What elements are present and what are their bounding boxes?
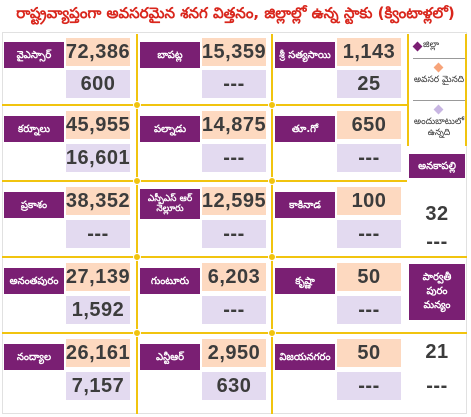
required-value: 27,139 [66,263,130,291]
divider-dot [133,101,141,109]
available-value: --- [409,372,465,400]
district-label: ఎస్పీఎస్ ఆర్ నెల్లూరు [140,189,200,219]
district-label: పల్నాడు [140,116,200,142]
divider-dot [268,177,276,185]
required-value: 50 [337,339,401,367]
available-value: --- [202,70,266,98]
district-label: బాపట్ల [140,42,200,68]
available-value: --- [337,144,401,172]
required-value: 15,359 [202,38,266,66]
required-value: 650 [337,111,401,139]
required-value: 14,875 [202,111,266,139]
available-value: --- [337,372,401,400]
district-label: విజయనగరం [275,344,335,370]
legend: జిల్లా అవసర మైనది అందుబాటులో ఉన్నది [407,34,467,146]
divider-dot [133,329,141,337]
divider-dot [268,329,276,337]
available-value: --- [337,220,401,248]
legend-available-label: అందుబాటులో ఉన్నది [413,117,465,138]
required-value: 72,386 [66,38,130,66]
district-label: ప్రకాశం [4,192,64,218]
district-label: వైఎస్సార్ [4,42,64,68]
available-value: 25 [337,70,401,98]
required-value: 38,352 [66,187,130,215]
required-value: 2,950 [202,339,266,367]
column-divider [271,34,273,414]
legend-required-label: అవసర మైనది [413,75,465,85]
divider-dot [268,101,276,109]
divider-dot [268,253,276,261]
district-label: నంద్యాల [4,344,64,370]
required-value: 45,955 [66,111,130,139]
column-divider [136,34,138,414]
row-divider [2,180,407,182]
required-value: 26,161 [66,339,130,367]
available-value: --- [202,220,266,248]
district-label: తూ.గో [275,116,335,142]
legend-separator [413,100,465,101]
district-label: అనంతపురం [4,268,64,294]
required-value: 50 [337,263,401,291]
required-value: 21 [409,338,465,366]
row-divider [2,256,467,258]
required-value: 32 [409,200,465,228]
available-value: 1,592 [66,296,130,324]
district-label: పార్వతీ పురం మన్యం [409,264,465,320]
available-value: --- [202,296,266,324]
legend-district-swatch [412,41,423,52]
available-value: --- [337,296,401,324]
district-label: ఎన్టీఆర్ [140,344,200,370]
district-label: అనకాపల్లి [409,154,465,178]
legend-available-swatch [433,104,444,115]
legend-required-swatch [433,62,444,73]
required-value: 100 [337,187,401,215]
required-value: 1,143 [337,38,401,66]
available-value: 16,601 [66,144,130,172]
available-value: --- [66,220,130,248]
page-title: రాష్ట్రవ్యాప్తంగా అవసరమైన శనగ విత్తనం, జ… [16,4,455,22]
available-value: --- [202,144,266,172]
legend-district-label: జిల్లా [423,40,440,50]
required-value: 12,595 [202,187,266,215]
available-value: 630 [202,372,266,400]
district-label: కృష్ణా [275,268,335,294]
district-label: గుంటూరు [140,268,200,294]
available-value: 600 [66,70,130,98]
required-value: 6,203 [202,263,266,291]
district-label: కాకినాడ [275,192,335,218]
divider-dot [133,253,141,261]
district-label: శ్రీ సత్యసాయి [275,42,335,68]
divider-dot [133,177,141,185]
district-label: కర్నూలు [4,116,64,142]
table-frame [2,32,467,414]
row-divider [2,332,467,334]
available-value: 7,157 [66,372,130,400]
row-divider [2,104,407,106]
available-value: --- [409,228,465,256]
legend-separator [413,58,465,59]
